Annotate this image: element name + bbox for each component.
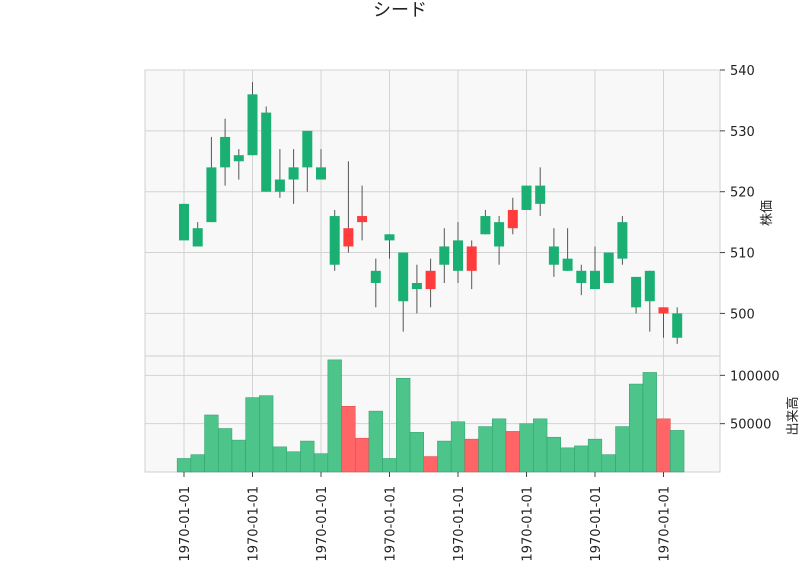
volume-bar-up xyxy=(615,426,630,473)
x-tick-label: 1970-01-01 xyxy=(315,486,330,562)
candle-body-up xyxy=(370,270,381,283)
volume-bar-up xyxy=(327,359,342,473)
x-tick-label: 1970-01-01 xyxy=(452,486,467,562)
candle-body-down xyxy=(507,209,518,229)
volume-bar-up xyxy=(560,447,575,473)
candle-body-up xyxy=(494,222,505,247)
volume-bar-up xyxy=(533,418,548,473)
volume-bar-up xyxy=(368,410,383,473)
volume-bar-up xyxy=(218,428,233,473)
volume-bar-up xyxy=(629,383,644,473)
x-axis: 1970-01-01 1970-01-01 1970-01-01 1970-01-01… xyxy=(178,472,673,562)
candle-body-up xyxy=(192,228,203,247)
volume-tick-label: 50000 xyxy=(730,418,771,433)
candle-body-up xyxy=(220,136,231,168)
price-tick-label: 530 xyxy=(730,125,755,140)
candle-body-down xyxy=(658,307,669,314)
volume-bar-up xyxy=(272,446,287,473)
candle-body-down xyxy=(425,270,436,290)
candle-body-up xyxy=(179,203,189,241)
candle-body-up xyxy=(398,252,409,302)
candle-body-down xyxy=(357,216,368,223)
candle-body-up xyxy=(233,155,244,162)
candle-body-up xyxy=(453,240,463,271)
candle-body-up xyxy=(590,270,600,290)
price-panel-background xyxy=(144,69,721,357)
x-tick-label: 1970-01-01 xyxy=(589,486,604,562)
x-tick-label: 1970-01-01 xyxy=(521,486,536,562)
volume-bar-up xyxy=(176,458,192,473)
candle-body-up xyxy=(631,276,642,308)
candle-body-up xyxy=(206,167,217,223)
volume-bar-down xyxy=(355,437,370,473)
volume-bar-up xyxy=(382,458,397,473)
candle-body-up xyxy=(316,167,326,180)
candle-body-up xyxy=(521,185,532,210)
candle-body-up xyxy=(548,246,559,265)
candle-body-up xyxy=(384,234,395,241)
volume-bar-up xyxy=(601,454,616,473)
x-tick-label: 1970-01-01 xyxy=(658,486,673,562)
volume-bar-up xyxy=(245,397,260,473)
volume-bar-up xyxy=(231,439,246,473)
volume-bar-down xyxy=(423,456,438,473)
chart-title: シード xyxy=(373,0,427,21)
volume-bar-up xyxy=(313,453,329,473)
volume-bar-up xyxy=(670,430,685,473)
candle-body-up xyxy=(329,216,340,265)
volume-bar-up xyxy=(204,414,219,473)
volume-panel: 50000 100000 xyxy=(144,355,780,473)
candle-body-up xyxy=(288,167,299,180)
volume-bar-up xyxy=(519,423,534,473)
x-tick-label: 1970-01-01 xyxy=(384,486,399,562)
candle-body-up xyxy=(261,112,272,192)
candle-body-up xyxy=(302,130,313,168)
price-panel: 500 510 520 530 540 xyxy=(144,64,755,357)
volume-bar-up xyxy=(642,372,657,473)
volume-bar-up xyxy=(492,418,507,473)
candle-body-up xyxy=(603,252,614,283)
volume-bar-down xyxy=(656,418,671,473)
price-tick-label: 500 xyxy=(730,307,755,322)
x-tick-label: 1970-01-01 xyxy=(247,486,262,562)
price-tick-label: 540 xyxy=(730,64,755,79)
candle-body-down xyxy=(343,228,354,247)
volume-bar-down xyxy=(464,438,479,473)
candle-body-down xyxy=(466,246,477,271)
volume-bar-up xyxy=(190,454,205,473)
volume-bar-up xyxy=(409,432,424,473)
price-tick-label: 510 xyxy=(730,247,755,262)
volume-bar-down xyxy=(505,431,520,473)
candle-body-up xyxy=(644,270,655,302)
candle-body-up xyxy=(411,282,422,290)
candle-body-up xyxy=(576,270,587,283)
volume-bar-up xyxy=(259,395,274,473)
volume-bar-up xyxy=(546,436,561,473)
candle-body-up xyxy=(480,216,491,235)
candle-body-up xyxy=(535,185,546,204)
volume-bar-up xyxy=(396,377,411,473)
price-tick-label: 520 xyxy=(730,186,755,201)
volume-bar-up xyxy=(587,438,603,473)
candle-body-up xyxy=(672,313,683,338)
volume-bar-up xyxy=(450,421,466,473)
candle-body-up xyxy=(562,258,573,271)
candle-body-up xyxy=(617,222,628,259)
volume-bar-up xyxy=(478,426,493,473)
volume-bar-up xyxy=(286,451,301,473)
candle-body-up xyxy=(439,246,450,265)
candle-body-up xyxy=(247,94,258,156)
volume-bar-up xyxy=(437,440,452,473)
candle-body-up xyxy=(274,179,285,192)
volume-tick-label: 100000 xyxy=(730,369,780,384)
volume-axis-label: 出来高 xyxy=(785,396,800,435)
volume-bar-up xyxy=(300,440,315,473)
price-axis-label: 株価 xyxy=(760,200,775,226)
volume-bar-down xyxy=(341,406,356,473)
volume-bar-up xyxy=(574,445,589,473)
x-tick-label: 1970-01-01 xyxy=(178,486,193,562)
